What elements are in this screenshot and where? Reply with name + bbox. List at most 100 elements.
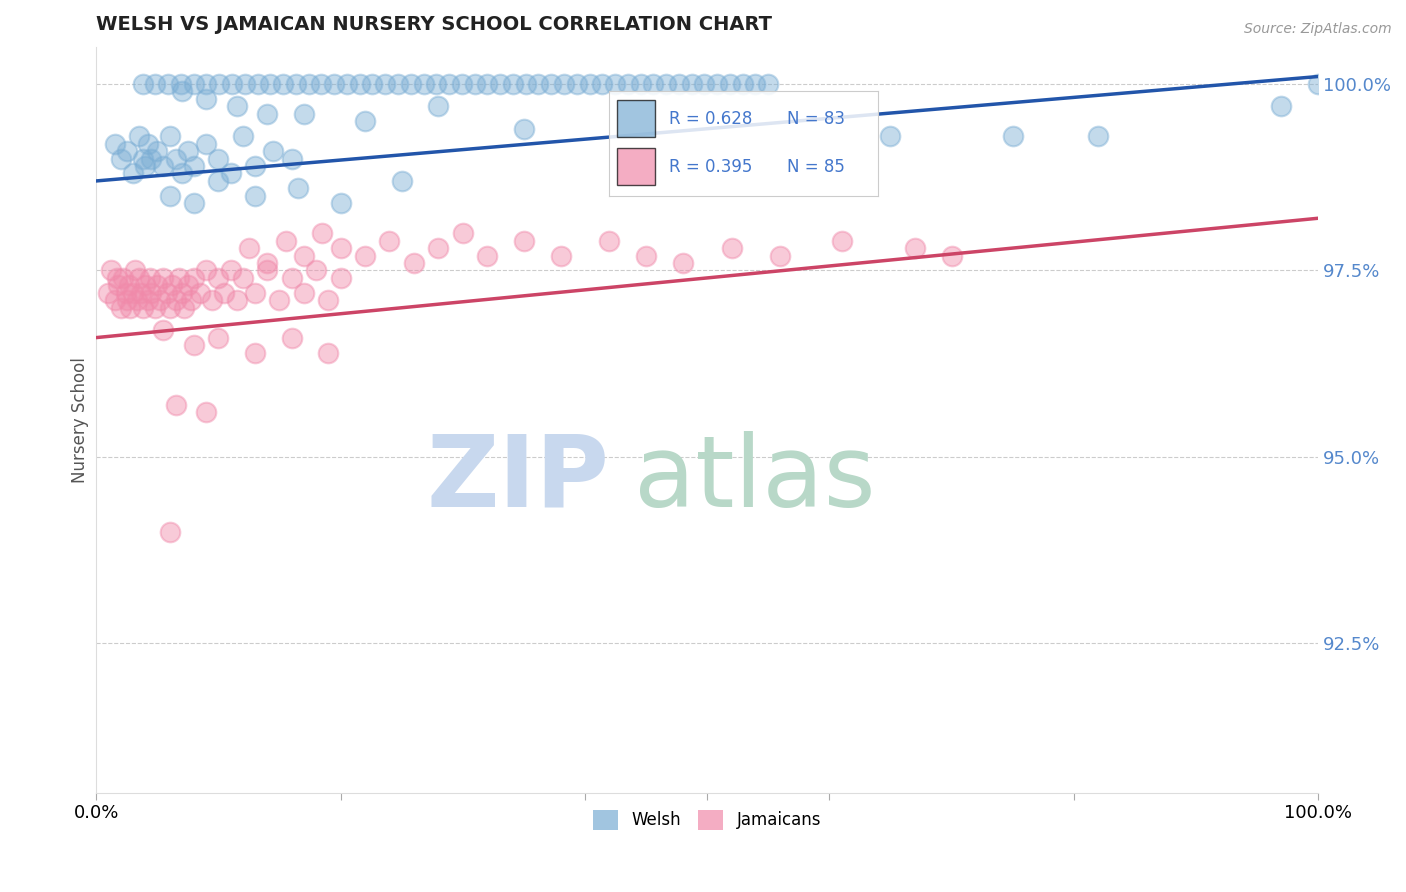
- Point: [131, 77, 153, 91]
- Text: Source: ZipAtlas.com: Source: ZipAtlas.com: [1244, 22, 1392, 37]
- Point: [274, 234, 297, 248]
- Point: [225, 99, 247, 113]
- Point: [256, 263, 278, 277]
- Text: ZIP: ZIP: [426, 431, 609, 528]
- Point: [941, 248, 963, 262]
- Point: [97, 285, 120, 300]
- Point: [159, 524, 181, 539]
- Point: [280, 152, 302, 166]
- Point: [731, 77, 754, 91]
- Point: [128, 271, 150, 285]
- Point: [336, 77, 359, 91]
- Point: [271, 77, 294, 91]
- Point: [219, 263, 242, 277]
- Point: [146, 144, 169, 158]
- Point: [115, 144, 138, 158]
- Point: [128, 129, 150, 144]
- Point: [208, 77, 231, 91]
- Point: [636, 248, 658, 262]
- Point: [125, 293, 148, 308]
- Point: [354, 248, 377, 262]
- Point: [170, 285, 193, 300]
- Point: [311, 226, 333, 240]
- Point: [598, 234, 620, 248]
- Point: [152, 271, 174, 285]
- Point: [256, 256, 278, 270]
- Point: [387, 77, 409, 91]
- Point: [681, 77, 703, 91]
- Point: [256, 107, 278, 121]
- Point: [180, 293, 202, 308]
- Point: [121, 166, 143, 180]
- Point: [904, 241, 927, 255]
- Point: [329, 271, 352, 285]
- Point: [672, 256, 695, 270]
- Point: [165, 152, 187, 166]
- Point: [121, 285, 143, 300]
- Point: [329, 241, 352, 255]
- Point: [374, 77, 396, 91]
- Point: [259, 77, 281, 91]
- Point: [655, 77, 678, 91]
- Point: [477, 77, 499, 91]
- Point: [565, 77, 588, 91]
- Point: [136, 293, 159, 308]
- Y-axis label: Nursery School: Nursery School: [72, 357, 89, 483]
- Point: [540, 77, 562, 91]
- Point: [718, 77, 741, 91]
- Point: [243, 345, 266, 359]
- Point: [437, 77, 460, 91]
- Point: [110, 301, 132, 315]
- Point: [183, 77, 205, 91]
- Point: [617, 77, 640, 91]
- Point: [173, 301, 195, 315]
- Point: [183, 271, 205, 285]
- Point: [124, 263, 146, 277]
- Point: [214, 285, 236, 300]
- Point: [318, 345, 340, 359]
- Point: [160, 278, 183, 293]
- Point: [188, 285, 211, 300]
- Point: [183, 338, 205, 352]
- Point: [668, 77, 690, 91]
- Point: [141, 152, 163, 166]
- Point: [243, 189, 266, 203]
- Point: [323, 77, 346, 91]
- Point: [262, 144, 284, 158]
- Point: [103, 293, 125, 308]
- Point: [157, 77, 180, 91]
- Point: [207, 271, 229, 285]
- Point: [120, 301, 142, 315]
- Point: [550, 248, 572, 262]
- Point: [232, 129, 254, 144]
- Point: [141, 285, 163, 300]
- Point: [233, 77, 256, 91]
- Point: [183, 159, 205, 173]
- Text: WELSH VS JAMAICAN NURSERY SCHOOL CORRELATION CHART: WELSH VS JAMAICAN NURSERY SCHOOL CORRELA…: [96, 15, 772, 34]
- Point: [110, 152, 132, 166]
- Point: [399, 77, 422, 91]
- Point: [1308, 77, 1330, 91]
- Point: [553, 77, 575, 91]
- Point: [118, 278, 141, 293]
- Point: [477, 248, 499, 262]
- Point: [146, 278, 169, 293]
- Point: [527, 77, 550, 91]
- Point: [152, 159, 174, 173]
- Point: [207, 174, 229, 188]
- Point: [195, 92, 218, 106]
- Point: [207, 152, 229, 166]
- Point: [195, 405, 218, 419]
- Point: [243, 159, 266, 173]
- Point: [756, 77, 779, 91]
- Point: [427, 99, 450, 113]
- Point: [1001, 129, 1024, 144]
- Point: [169, 271, 191, 285]
- Point: [243, 285, 266, 300]
- Text: atlas: atlas: [634, 431, 876, 528]
- Point: [450, 77, 472, 91]
- Point: [221, 77, 243, 91]
- Point: [349, 77, 371, 91]
- Point: [464, 77, 486, 91]
- Point: [131, 285, 153, 300]
